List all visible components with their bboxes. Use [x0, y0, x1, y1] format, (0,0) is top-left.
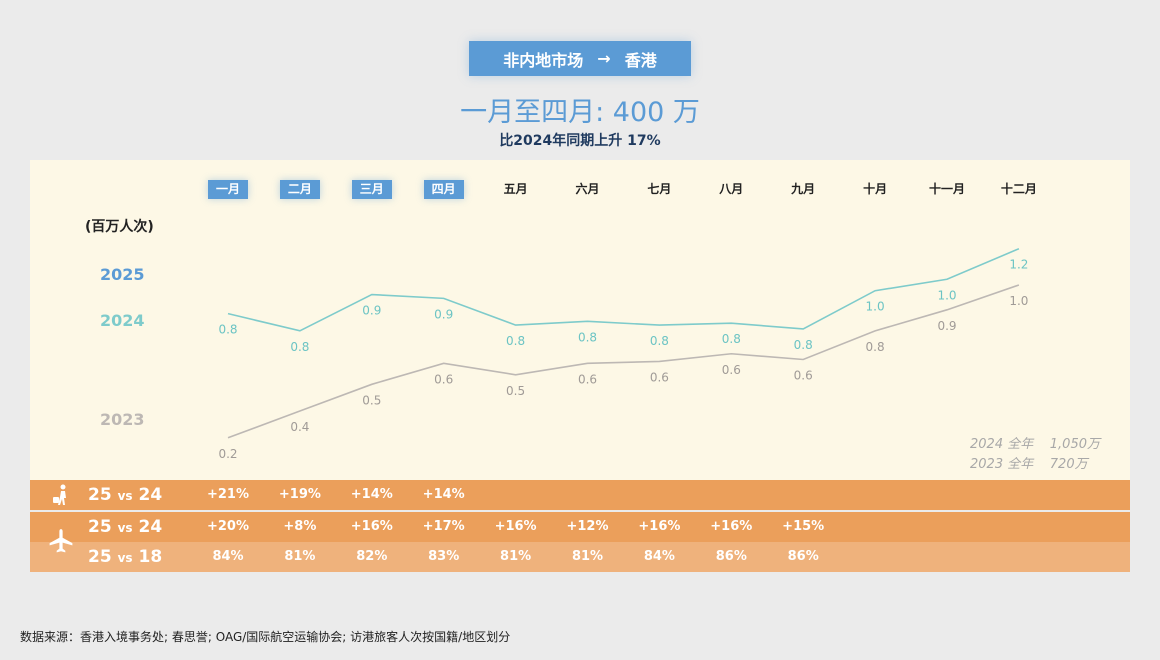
total-2024: 2024 全年 1,050万 [970, 437, 1100, 452]
row-value: +15% [782, 519, 825, 534]
arrow-icon: → [597, 49, 611, 68]
data-label-2024: 0.8 [290, 340, 309, 354]
row-value: +12% [566, 519, 609, 534]
month-label: 十一月 [928, 182, 965, 196]
total-2023: 2023 全年 720万 [970, 457, 1088, 472]
row-value: 86% [787, 549, 819, 564]
legend-2024: 2024 [100, 311, 145, 330]
market-label: 非内地市场 [503, 50, 584, 70]
data-label-2023: 0.6 [434, 372, 453, 386]
data-label-2024: 0.8 [578, 330, 597, 344]
series-line-2023 [227, 284, 1020, 439]
data-label-2023: 0.4 [290, 420, 309, 434]
data-label-2023: 1.0 [1009, 294, 1028, 308]
month-label: 七月 [647, 182, 672, 196]
data-label-2023: 0.5 [362, 393, 381, 407]
row-traveler-25vs24: 25 vs 24 +21% +19% +14% +14% [30, 480, 1130, 510]
data-label-2024: 1.2 [1009, 258, 1028, 272]
month-label: 三月 [351, 180, 392, 199]
page-subtitle: 比2024年同期上升 17% [499, 133, 661, 149]
month-label: 十月 [863, 182, 888, 196]
data-label-2024: 0.9 [434, 307, 453, 321]
row-label: 25 vs 24 [88, 517, 163, 537]
row-value: +16% [638, 519, 681, 534]
chart-panel [30, 160, 1130, 480]
page-title: 一月至四月: 400 万 [460, 97, 700, 128]
data-label-2024: 0.8 [506, 334, 525, 348]
data-label-2024: 0.8 [794, 338, 813, 352]
data-label-2023: 0.2 [218, 447, 237, 461]
row-value: +19% [278, 487, 321, 502]
row-value: 84% [643, 549, 675, 564]
data-label-2024: 1.0 [937, 288, 956, 302]
row-air-25vs24: 25 vs 24 +20% +8% +16% +17% +16% +12% +16% +16%… [30, 512, 1130, 542]
airplane-icon [49, 529, 73, 553]
destination-label: 香港 [624, 50, 657, 70]
data-label-2023: 0.6 [578, 372, 597, 386]
row-value: +16% [350, 519, 393, 534]
month-label: 五月 [503, 182, 528, 196]
data-label-2023: 0.6 [794, 368, 813, 382]
row-air-25vs18: 25 vs 18 84% 81% 82% 83% 81% 81% 84% 86% 86% [30, 542, 1130, 572]
month-label: 六月 [575, 182, 600, 196]
month-label: 四月 [423, 180, 464, 199]
month-label: 八月 [719, 182, 744, 196]
row-value: 81% [500, 549, 532, 564]
month-label: 一月 [208, 180, 248, 199]
legend-2023: 2023 [100, 410, 145, 429]
data-label-2024: 0.8 [650, 334, 669, 348]
row-label: 25 vs 24 [88, 485, 163, 505]
row-value: +16% [494, 519, 537, 534]
row-value: 83% [428, 549, 460, 564]
row-value: 86% [715, 549, 747, 564]
market-badge: 非内地市场 → 香港 [469, 41, 691, 76]
data-label-2023: 0.8 [866, 340, 885, 354]
row-value: +16% [710, 519, 753, 534]
row-value: +14% [350, 487, 393, 502]
data-label-2024: 0.8 [218, 323, 237, 337]
data-label-2023: 0.9 [937, 319, 956, 333]
month-label: 九月 [791, 182, 816, 196]
series-line-2024 [227, 247, 1020, 332]
row-value: +14% [422, 487, 465, 502]
row-value: 84% [212, 549, 244, 564]
row-label: 25 vs 18 [88, 547, 163, 567]
unit-label: (百万人次) [85, 219, 154, 235]
data-label-2024: 1.0 [866, 300, 885, 314]
row-value: 81% [571, 549, 604, 564]
data-label-2023: 0.6 [722, 363, 741, 377]
month-label: 二月 [279, 180, 320, 199]
data-label-2024: 0.8 [722, 332, 741, 346]
row-value: +20% [206, 519, 249, 534]
row-value: +17% [422, 519, 465, 534]
data-label-2023: 0.6 [650, 370, 669, 384]
row-value: 82% [356, 549, 388, 564]
data-label-2023: 0.5 [506, 384, 525, 398]
legend-2025: 2025 [100, 265, 145, 284]
source-note: 数据来源：香港入境事务处; 春思誉; OAG/国际航空运输协会; 访港旅客人次按… [20, 630, 511, 644]
row-value: 81% [284, 549, 316, 564]
row-value: +8% [283, 519, 317, 534]
month-label: 十二月 [1000, 182, 1037, 196]
data-label-2024: 0.9 [362, 304, 381, 318]
traveler-icon [53, 484, 66, 505]
row-value: +21% [206, 487, 249, 502]
